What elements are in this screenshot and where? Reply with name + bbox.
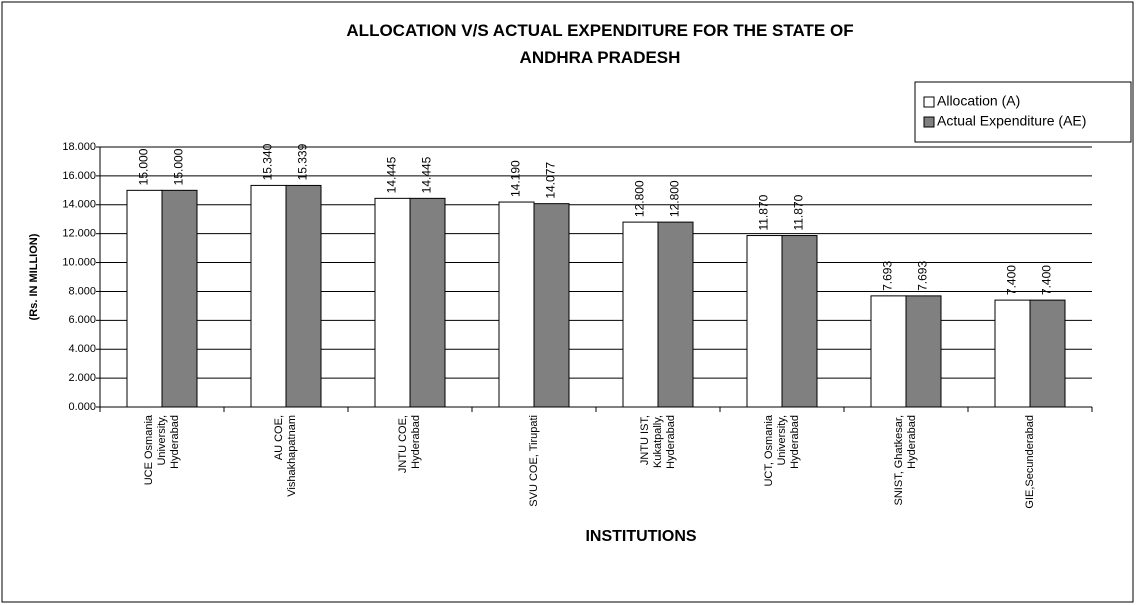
bar [533,203,570,408]
value-label: 12.800 [668,180,682,217]
bar [905,295,942,408]
x-tick-label: SVU COE, Tirupati [527,415,540,507]
value-label: 7.693 [881,261,895,291]
y-tick-label: 0.000 [68,401,96,413]
value-label: 11.870 [757,194,771,230]
y-tick-label: 8.000 [68,285,96,297]
x-tick-label: UCT, Osmania University, Hyderabad [762,415,801,487]
y-tick-label: 6.000 [68,314,96,326]
legend [914,81,1132,143]
chart-title: ALLOCATION V/S ACTUAL EXPENDITURE FOR TH… [346,21,853,67]
bar [1029,299,1066,408]
value-label: 11.870 [792,194,806,230]
value-label: 15.000 [137,148,151,185]
y-tick-label: 2.000 [68,372,96,384]
y-axis-title: (Rs. IN MILLION) [28,233,40,320]
bar [746,235,783,408]
bar [161,189,198,408]
y-tick-label: 16.000 [62,170,96,182]
value-label: 7.400 [1040,265,1054,295]
x-tick-label: AU COE, Vishakhapatnam [273,415,298,497]
x-tick-label: JNTU IST, Kukatpally, Hyderabad [638,415,677,469]
y-tick-label: 14.000 [62,199,96,211]
x-tick-label: SNIST, Ghatkesar, Hyderabad [893,415,918,506]
value-label: 15.340 [261,143,275,180]
bar [250,184,287,408]
y-tick-label: 12.000 [62,228,96,240]
y-tick-label: 4.000 [68,343,96,355]
bar [126,189,163,408]
bar [781,235,818,408]
bar [285,184,322,408]
bar [994,299,1031,408]
value-label: 12.800 [633,180,647,217]
value-label: 15.000 [172,148,186,185]
bar [657,221,694,408]
bar [374,197,411,408]
value-label: 7.400 [1005,265,1019,295]
x-tick-label: UCE Osmania University, Hyderabad [142,415,181,486]
legend-label: Allocation (A) [937,93,1020,109]
legend-swatch [923,116,935,128]
bar [409,197,446,408]
x-tick-label: GIE,Secunderabad [1023,415,1036,509]
y-tick-label: 10.000 [62,256,96,268]
x-axis-title: INSTITUTIONS [585,528,696,545]
value-label: 7.693 [916,261,930,291]
value-label: 14.077 [544,162,558,199]
bar [622,221,659,408]
value-label: 15.339 [296,143,310,180]
bar [498,201,535,408]
bar [870,295,907,408]
value-label: 14.190 [509,160,523,197]
value-label: 14.445 [420,156,434,193]
y-tick-label: 18.000 [62,141,96,153]
legend-swatch [923,96,935,108]
legend-label: Actual Expenditure (AE) [937,113,1086,129]
x-tick-label: JNTU COE, Hyderabad [397,415,422,474]
value-label: 14.445 [385,156,399,193]
